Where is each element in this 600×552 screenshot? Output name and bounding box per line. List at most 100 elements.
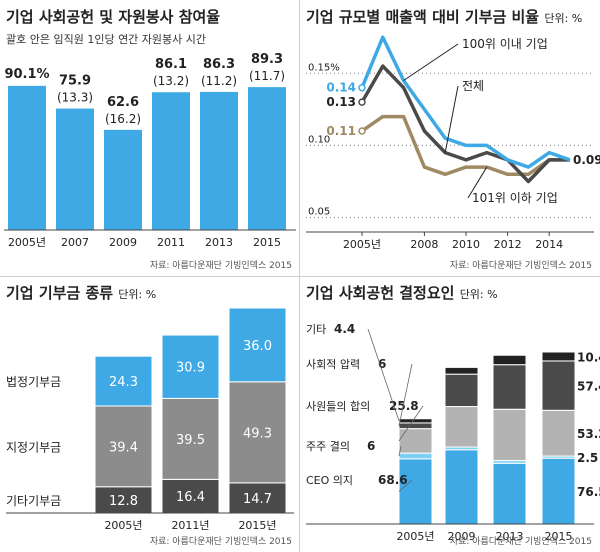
participation-x-tick-label: 2009 <box>109 236 137 249</box>
donation-types-unit: 단위: % <box>118 288 157 301</box>
ratio-start-marker <box>358 127 366 135</box>
ratio-start-label: 0.13 <box>326 95 356 109</box>
donation-value-label: 30.9 <box>176 361 205 376</box>
factor-legend-label: 사회적 압력 <box>306 358 360 371</box>
factor-segment-employees <box>492 408 527 462</box>
ratio-line-all <box>360 64 570 184</box>
participation-value-label: 75.9 <box>59 74 91 89</box>
factor-segment-employees <box>541 409 576 457</box>
ratio-end-label: 0.09 <box>573 153 600 167</box>
factor-legend-leader <box>398 363 413 426</box>
factor-segment-employees <box>398 428 433 454</box>
ratio-y-tick-label: 0.10 <box>308 134 330 145</box>
participation-hours-label: (13.2) <box>153 74 189 88</box>
donation-types-source: 자료: 아름다운재단 기빙인덱스 2015 <box>149 537 292 547</box>
decision-factors-chart: 2005년 2009 2013 2015 76.5 2.5 53.2 57.4 10.4 CEO … <box>306 322 600 543</box>
participation-x-tick-label: 2007 <box>61 236 89 249</box>
decision-factors-unit: 단위: % <box>459 288 498 301</box>
donation-x-tick-label: 2005년 <box>104 519 142 532</box>
participation-hours-label: (16.2) <box>105 112 141 126</box>
ratio-start-label: 0.14 <box>326 81 356 95</box>
ratio-annotation-leader <box>444 85 459 153</box>
donation-series-label: 지정기부금 <box>6 440 61 454</box>
ratio-x-tick-label: 2005년 <box>343 238 381 251</box>
donation-value-label: 39.5 <box>176 433 205 448</box>
horizontal-divider <box>0 276 600 277</box>
donation-value-label: 12.8 <box>109 494 138 509</box>
factor-legend-label: CEO 의지 <box>306 474 353 487</box>
decision-factors-panel: 기업 사회공헌 결정요인 단위: % 2005년 2009 2013 2015 76.5… <box>300 276 600 552</box>
factor-segment-other <box>541 351 576 362</box>
factor-value-label: 53.2 <box>577 427 600 441</box>
donation-value-label: 24.3 <box>109 375 138 390</box>
ratio-x-tick-label: 2014 <box>535 238 563 251</box>
participation-bar <box>152 92 190 231</box>
donation-segment-other <box>161 478 220 514</box>
donation-series-label: 기타기부금 <box>6 494 61 508</box>
ratio-series-label: 101위 이하 기업 <box>472 191 558 205</box>
ratio-title-text: 기업 규모별 매출액 대비 기부금 비율 <box>306 8 540 26</box>
ratio-start-label: 0.11 <box>326 124 356 138</box>
ratio-x-tick-label: 2008 <box>410 238 438 251</box>
factor-x-tick-label: 2013 <box>496 530 524 543</box>
factor-value-label: 2.5 <box>577 451 598 465</box>
participation-x-tick-label: 2015 <box>253 236 281 249</box>
donation-types-title: 기업 기부금 종류 단위: % <box>6 282 156 303</box>
ratio-title: 기업 규모별 매출액 대비 기부금 비율 단위: % <box>306 6 582 27</box>
ratio-line-top100 <box>360 35 571 169</box>
donation-value-label: 14.7 <box>243 492 272 507</box>
factor-legend-value: 6 <box>378 357 386 371</box>
ratio-y-tick-label: 0.05 <box>308 207 330 218</box>
factor-segment-other <box>444 366 479 375</box>
participation-title: 기업 사회공헌 및 자원봉사 참여율 <box>6 8 221 26</box>
donation-segment-designated <box>228 381 287 484</box>
factor-legend-value: 68.6 <box>378 473 408 487</box>
ratio-panel: 기업 규모별 매출액 대비 기부금 비율 단위: % 0.15% 0.10 0.05… <box>300 0 600 276</box>
decision-factors-title: 기업 사회공헌 결정요인 단위: % <box>306 282 498 303</box>
factor-segment-shareholders <box>398 452 433 460</box>
donation-segment-designated <box>94 405 153 488</box>
donation-segment-designated <box>161 397 220 480</box>
participation-x-tick-label: 2013 <box>205 236 233 249</box>
donation-value-label: 49.3 <box>243 426 272 441</box>
factor-segment-ceo <box>541 457 576 525</box>
donation-x-tick-label: 2011년 <box>171 519 209 532</box>
factor-x-tick-label: 2009 <box>448 530 476 543</box>
factor-value-label: 10.4 <box>577 350 600 364</box>
participation-hours-label: (11.7) <box>249 69 285 83</box>
factor-segment-ceo <box>444 449 479 525</box>
factor-legend-label: 사원들의 합의 <box>306 400 370 413</box>
decision-factors-title-text: 기업 사회공헌 결정요인 <box>306 284 455 302</box>
donation-segment-statutory <box>161 334 220 399</box>
participation-bar <box>200 91 238 230</box>
participation-value-label: 86.1 <box>155 57 187 72</box>
participation-value-label: 90.1% <box>4 67 49 82</box>
factor-value-label: 57.4 <box>577 380 600 394</box>
participation-bar <box>56 108 94 230</box>
participation-bar <box>8 85 46 230</box>
factor-legend-value: 4.4 <box>334 322 355 336</box>
decision-factors-source: 자료: 아름다운재단 기빙인덱스 2015 <box>449 537 592 547</box>
factor-segment-social-pressure <box>492 364 527 410</box>
participation-subtitle: 괄호 안은 임직원 1인당 연간 자원봉사 시간 <box>6 33 207 46</box>
participation-chart: 90.1% 2005년 75.9 (13.3) 2007 62.6 (16.2) 2009 86… <box>4 52 296 249</box>
donation-series-label: 법정기부금 <box>6 375 61 389</box>
ratio-unit: 단위: % <box>544 12 583 25</box>
ratio-x-tick-label: 2012 <box>494 238 522 251</box>
factor-legend-leader <box>398 405 424 442</box>
participation-panel: 기업 사회공헌 및 자원봉사 참여율 괄호 안은 임직원 1인당 연간 자원봉사… <box>0 0 300 276</box>
participation-bar <box>104 129 142 230</box>
factor-segment-social-pressure <box>541 360 576 411</box>
donation-x-tick-label: 2015년 <box>238 519 276 532</box>
donation-types-panel: 기업 기부금 종류 단위: % 12.8 39.4 24.3 2005년 16.4 39.… <box>0 276 300 552</box>
factor-legend-leader <box>367 328 400 421</box>
factor-legend-leader <box>398 479 413 492</box>
ratio-series-label: 전체 <box>462 79 484 93</box>
donation-value-label: 39.4 <box>109 440 138 455</box>
donation-segment-statutory <box>228 307 287 383</box>
factor-legend-label: 주주 결의 <box>306 440 350 453</box>
ratio-source: 자료: 아름다운재단 기빙인덱스 2015 <box>449 261 592 271</box>
factor-segment-ceo <box>398 458 433 525</box>
participation-source: 자료: 아름다운재단 기빙인덱스 2015 <box>149 261 292 271</box>
factor-segment-other <box>492 354 527 366</box>
